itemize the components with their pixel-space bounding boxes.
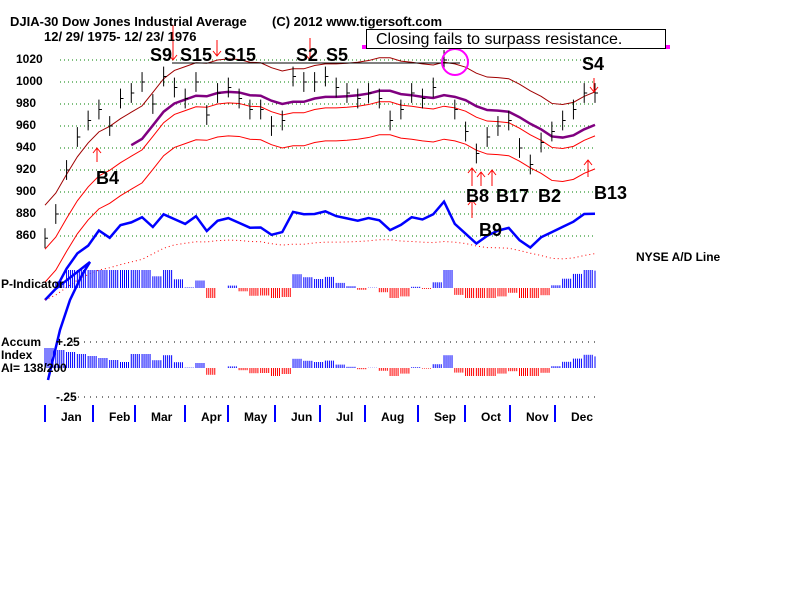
- signal-s15: S15: [224, 45, 257, 65]
- signal-b9: B9: [479, 220, 503, 240]
- month-label: Dec: [571, 410, 594, 424]
- month-label: Feb: [109, 410, 131, 424]
- month-label: Apr: [201, 410, 222, 424]
- signal-s15: S15: [180, 45, 213, 65]
- signal-s9: S9: [150, 45, 173, 65]
- signal-s5: S5: [326, 45, 349, 65]
- signal-arrowhead: [487, 169, 497, 176]
- accum-label: Accum: [1, 335, 42, 349]
- month-label: Sep: [434, 410, 457, 424]
- copyright: (C) 2012 www.tigersoft.com: [272, 14, 442, 29]
- ad-line-label: NYSE A/D Line: [636, 250, 721, 264]
- signal-arrowhead: [212, 50, 222, 57]
- ad-ma: [44, 239, 596, 301]
- signal-b13: B13: [594, 183, 628, 203]
- signal-arrowhead: [476, 171, 486, 178]
- date-range: 12/ 29/ 1975- 12/ 23/ 1976: [44, 29, 197, 44]
- chart-title: DJIA-30 Dow Jones Industrial Average: [10, 14, 247, 29]
- moving-average: [130, 89, 596, 147]
- signal-s4: S4: [582, 54, 605, 74]
- inner-band: [44, 101, 596, 250]
- signal-arrowhead: [467, 167, 477, 174]
- lower-band: [44, 134, 596, 283]
- signal-s2: S2: [296, 45, 319, 65]
- month-label: Nov: [526, 410, 549, 424]
- y-tick-label: 1000: [16, 74, 43, 88]
- ai-value: AI= 138/200: [1, 361, 67, 375]
- month-label: Jul: [336, 410, 354, 424]
- signal-arrowhead: [168, 54, 178, 61]
- signal-b8: B8: [466, 186, 490, 206]
- month-label: May: [244, 410, 268, 424]
- y-tick-label: 920: [16, 162, 37, 176]
- y-tick-label: 980: [16, 96, 37, 110]
- signal-b17: B17: [496, 186, 530, 206]
- ai-bottom-tick: -.25: [56, 390, 77, 404]
- signal-arrowhead: [92, 147, 102, 154]
- month-label: Jun: [291, 410, 313, 424]
- y-tick-label: 940: [16, 140, 37, 154]
- upper-band: [44, 57, 596, 206]
- signal-arrowhead: [589, 86, 599, 93]
- y-tick-label: 860: [16, 228, 37, 242]
- ad-line-start: [46, 261, 92, 381]
- signal-arrowhead: [467, 199, 477, 206]
- signal-b2: B2: [538, 186, 562, 206]
- y-tick-label: 900: [16, 184, 37, 198]
- index-label: Index: [1, 348, 33, 362]
- month-label: Oct: [481, 410, 502, 424]
- signal-arrowhead: [305, 54, 315, 61]
- signal-b4: B4: [96, 168, 120, 188]
- month-label: Jan: [61, 410, 82, 424]
- ai-top-tick: +.25: [56, 335, 80, 349]
- ad-line: [44, 199, 596, 301]
- p-indicator-label: P-Indicator: [1, 277, 64, 291]
- month-label: Mar: [151, 410, 173, 424]
- y-tick-label: 1020: [16, 52, 43, 66]
- annotation-box: Closing fails to surpass resistance.: [366, 29, 666, 49]
- month-label: Aug: [381, 410, 405, 424]
- signal-arrowhead: [583, 159, 593, 166]
- y-tick-label: 880: [16, 206, 37, 220]
- y-tick-label: 960: [16, 118, 37, 132]
